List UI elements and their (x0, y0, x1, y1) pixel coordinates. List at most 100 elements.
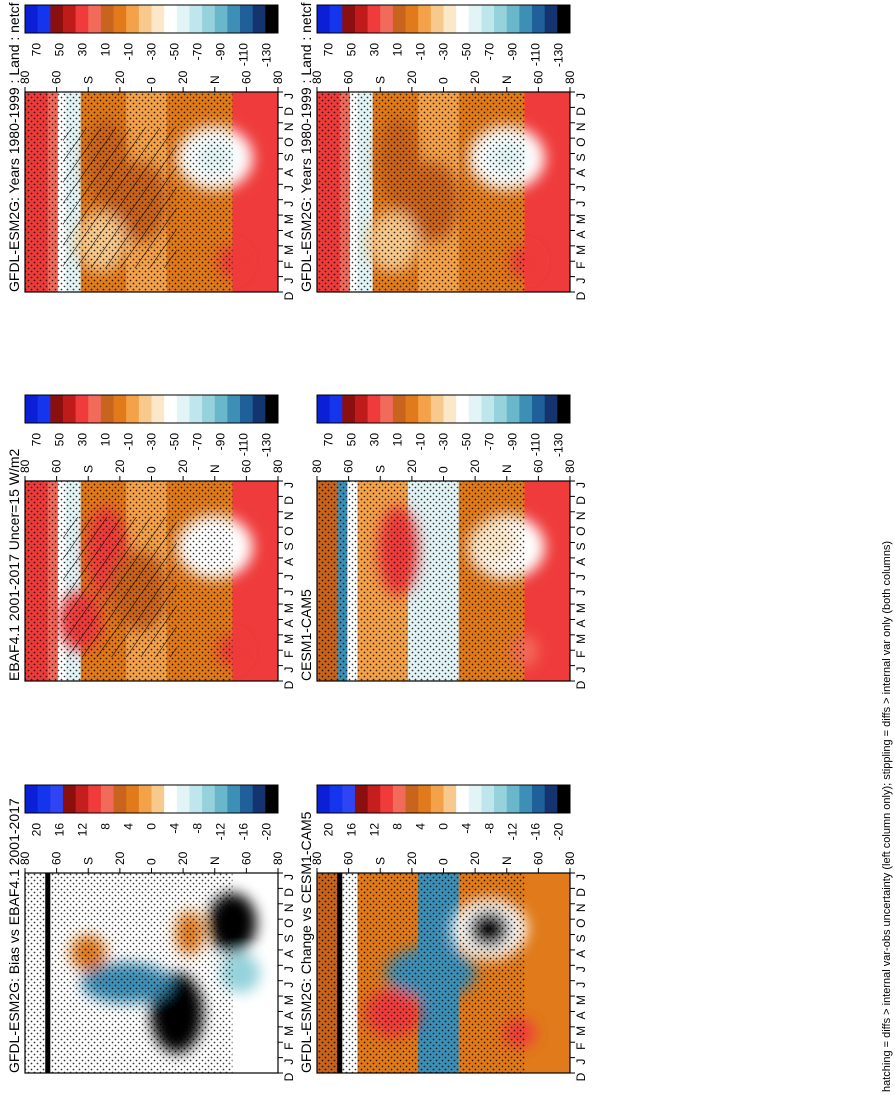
colorbar-label: 70 (322, 433, 336, 447)
colorbar-label: -4 (460, 823, 474, 834)
plot-area (25, 873, 278, 1073)
plot-area (317, 92, 570, 292)
lat-label: 0 (145, 77, 159, 84)
colorbar-swatch (329, 785, 343, 813)
colorbar-swatch (392, 5, 407, 33)
lat-label: 60 (50, 851, 64, 865)
lat-label: S (373, 465, 387, 473)
colorbar-label: 20 (30, 823, 44, 837)
colorbar-swatch (519, 785, 533, 813)
lat-label: 80 (18, 70, 32, 84)
month-label: A (574, 558, 588, 566)
colorbar-label: -16 (237, 823, 251, 841)
colorbar-swatch (75, 785, 89, 813)
colorbar-swatch (265, 5, 279, 33)
plot-area (25, 92, 278, 292)
colorbar-swatch (88, 5, 102, 33)
lat-label: 0 (437, 466, 451, 473)
colorbar-label: -10 (414, 43, 428, 61)
colorbar-swatch (25, 785, 39, 813)
colorbar-swatch (418, 395, 432, 423)
colorbar-swatch (252, 5, 266, 33)
colorbar-swatch (317, 5, 331, 33)
month-label: M (282, 214, 296, 224)
lat-label: 60 (239, 459, 253, 473)
month-label: A (574, 169, 588, 177)
month-label: O (574, 137, 588, 146)
colorbar-swatch (405, 395, 419, 423)
colorbar-label: 10 (99, 433, 113, 447)
colorbar-swatch (189, 785, 203, 813)
colorbar-swatch (100, 785, 115, 813)
colorbar-swatch (468, 395, 482, 423)
colorbar-swatch (506, 5, 520, 33)
colorbar-label: 50 (53, 433, 67, 447)
colorbar-swatch (189, 395, 203, 423)
lat-label: N (500, 464, 514, 473)
colorbar-swatch (126, 395, 140, 423)
colorbar-swatch (176, 395, 190, 423)
month-label: M (282, 995, 296, 1005)
colorbar-swatch (532, 5, 546, 33)
colorbar-absolute: 70 50 30 10 -10 -30 -50 -70 -90 -110 -130 (316, 394, 571, 457)
colorbar-frame (316, 4, 571, 34)
colorbar-swatch (392, 395, 407, 423)
colorbar-swatch (519, 5, 533, 33)
colorbar-swatch (227, 785, 241, 813)
colorbar-label: -20 (552, 823, 566, 841)
colorbar-label: 30 (368, 43, 382, 57)
colorbar-swatch (214, 5, 228, 33)
colorbar-swatch (50, 395, 64, 423)
month-label: M (282, 245, 296, 255)
colorbar-label: 30 (76, 433, 90, 447)
colorbar-swatch (342, 785, 356, 813)
colorbar-label: -30 (145, 43, 159, 61)
colorbar-swatch (405, 5, 419, 33)
panel-title: CESM1-CAM5 (298, 589, 314, 681)
panel-obs-bias-left-top: DJFMAMJJASONDJ8060N20020S6080GFDL-ESM2G:… (6, 0, 296, 300)
month-label: J (282, 482, 296, 488)
colorbar-absolute: 70 50 30 10 -10 -30 -50 -70 -90 -110 -130 (24, 4, 279, 67)
month-label: J (282, 93, 296, 99)
month-label: J (574, 874, 588, 880)
month-label: J (282, 278, 296, 284)
colorbar-swatch (380, 785, 394, 813)
lat-label: 20 (176, 459, 190, 473)
colorbar-swatch (317, 785, 331, 813)
month-label: D (282, 1072, 296, 1081)
colorbar-label: -70 (483, 433, 497, 451)
colorbar-swatch (265, 395, 279, 423)
lat-label: 20 (405, 459, 419, 473)
month-label: D (282, 680, 296, 689)
colorbar-swatch (418, 785, 432, 813)
month-label: S (574, 935, 588, 943)
colorbar-swatch (164, 395, 178, 423)
colorbar-label: 20 (322, 823, 336, 837)
lat-label: 80 (310, 851, 324, 865)
lat-label: 20 (113, 70, 127, 84)
colorbar-swatch (544, 5, 558, 33)
colorbar-swatch (557, 395, 571, 423)
colorbar-swatch (430, 5, 444, 33)
colorbar-swatch (418, 5, 432, 33)
colorbar-swatch (138, 5, 152, 33)
colorbar-swatch (62, 5, 77, 33)
colorbar-swatch (100, 5, 115, 33)
month-label: J (574, 482, 588, 488)
panel-model-right-top: DJFMAMJJASONDJ8060N20020S6080GFDL-ESM2G:… (298, 0, 588, 300)
colorbar-label: 70 (322, 43, 336, 57)
lat-label: 80 (310, 459, 324, 473)
colorbar-label: 50 (345, 433, 359, 447)
colorbar-swatch (202, 5, 216, 33)
colorbar-swatch (214, 785, 228, 813)
lat-label: N (500, 75, 514, 84)
lat-label: 60 (50, 70, 64, 84)
month-label: M (574, 603, 588, 613)
colorbar-label: 12 (76, 823, 90, 837)
month-label: A (574, 230, 588, 238)
colorbar-frame (316, 394, 571, 424)
colorbar-label: 50 (345, 43, 359, 57)
month-label: J (282, 574, 296, 580)
colorbar-label: -70 (191, 43, 205, 61)
